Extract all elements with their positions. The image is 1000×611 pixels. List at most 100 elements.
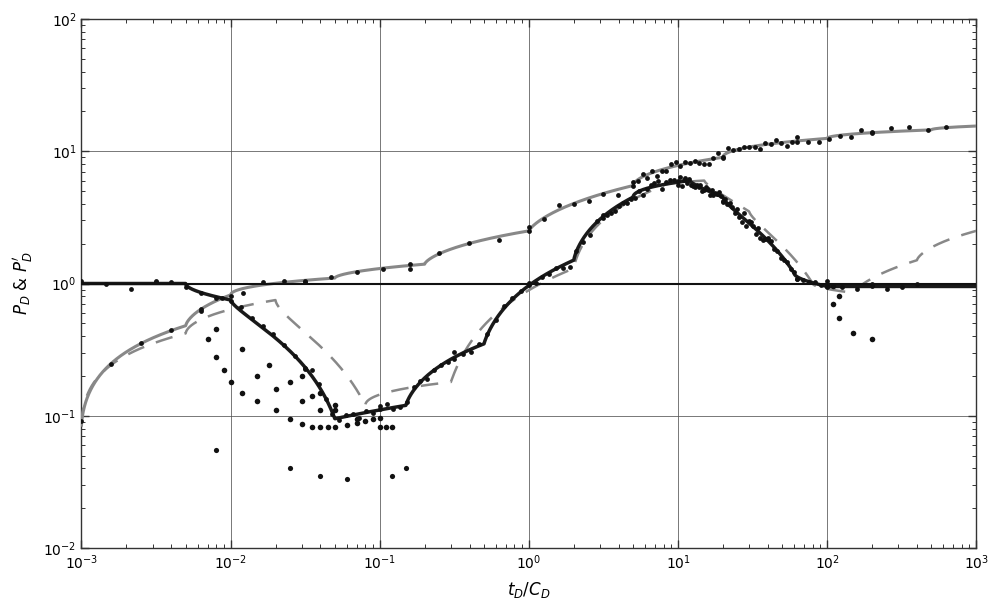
Point: [178, 282, 194, 292]
Point: [345, 409, 361, 419]
Point: [757, 234, 773, 244]
Point: [724, 202, 740, 212]
Point: [825, 299, 841, 309]
Point: [849, 285, 865, 295]
Point: [883, 123, 899, 133]
Point: [700, 185, 716, 194]
Point: [625, 177, 641, 187]
Point: [562, 263, 578, 273]
Point: [710, 148, 726, 158]
Point: [208, 445, 224, 455]
Point: [566, 199, 582, 208]
Point: [276, 340, 292, 350]
Point: [672, 161, 688, 170]
Point: [163, 277, 179, 287]
Point: [479, 329, 495, 339]
Point: [707, 188, 723, 198]
Point: [488, 315, 504, 324]
Point: [752, 233, 768, 243]
Point: [297, 277, 313, 287]
Point: [654, 185, 670, 194]
Point: [412, 376, 428, 386]
Point: [672, 172, 688, 181]
Point: [534, 273, 550, 282]
Point: [725, 145, 741, 155]
Point: [763, 236, 779, 246]
Point: [763, 139, 779, 149]
Point: [521, 280, 537, 290]
Point: [323, 273, 339, 282]
Point: [208, 293, 224, 303]
Point: [760, 235, 776, 244]
Point: [365, 408, 381, 418]
Point: [163, 325, 179, 335]
Point: [311, 379, 327, 389]
Point: [208, 324, 224, 334]
Point: [312, 471, 328, 481]
Point: [312, 387, 328, 397]
Point: [575, 238, 591, 247]
Point: [789, 137, 805, 147]
Point: [402, 259, 418, 269]
Point: [372, 401, 388, 411]
Point: [582, 230, 598, 240]
Point: [419, 375, 435, 384]
Point: [736, 208, 752, 218]
Point: [331, 415, 347, 425]
Point: [769, 247, 785, 257]
Point: [773, 254, 789, 263]
Point: [615, 199, 631, 208]
Point: [349, 419, 365, 428]
Point: [244, 313, 260, 323]
Y-axis label: $P_D$ & $P_D'$: $P_D$ & $P_D'$: [11, 252, 35, 315]
Point: [691, 158, 707, 168]
Point: [611, 202, 627, 211]
Point: [555, 263, 571, 273]
Point: [705, 153, 721, 163]
Point: [677, 157, 693, 167]
Point: [402, 264, 418, 274]
Point: [670, 176, 686, 186]
Point: [599, 210, 615, 219]
Point: [294, 419, 310, 429]
Point: [705, 189, 721, 199]
Point: [440, 357, 456, 367]
Point: [727, 208, 743, 218]
Point: [338, 411, 354, 420]
Point: [627, 193, 643, 203]
Point: [635, 190, 651, 200]
Point: [676, 175, 692, 185]
Point: [372, 404, 388, 414]
Point: [766, 244, 782, 254]
Point: [379, 399, 395, 409]
Point: [715, 196, 731, 206]
Point: [294, 396, 310, 406]
Point: [268, 384, 284, 393]
Point: [786, 266, 802, 276]
Point: [894, 282, 910, 291]
Point: [375, 264, 391, 274]
Point: [349, 267, 365, 277]
Point: [297, 276, 313, 285]
Point: [433, 360, 449, 370]
Point: [662, 175, 678, 185]
Point: [747, 142, 763, 152]
Point: [711, 187, 727, 197]
Point: [674, 181, 690, 191]
Point: [845, 329, 861, 338]
Point: [123, 284, 139, 293]
Point: [644, 167, 660, 177]
Point: [720, 143, 736, 153]
Point: [692, 180, 708, 189]
Point: [807, 277, 823, 287]
Point: [541, 269, 557, 279]
Point: [324, 409, 340, 419]
Point: [378, 422, 394, 432]
Point: [304, 365, 320, 375]
Point: [691, 182, 707, 192]
Point: [491, 235, 507, 245]
Point: [327, 422, 343, 431]
Point: [639, 174, 655, 183]
Point: [521, 222, 537, 232]
Point: [773, 139, 789, 148]
